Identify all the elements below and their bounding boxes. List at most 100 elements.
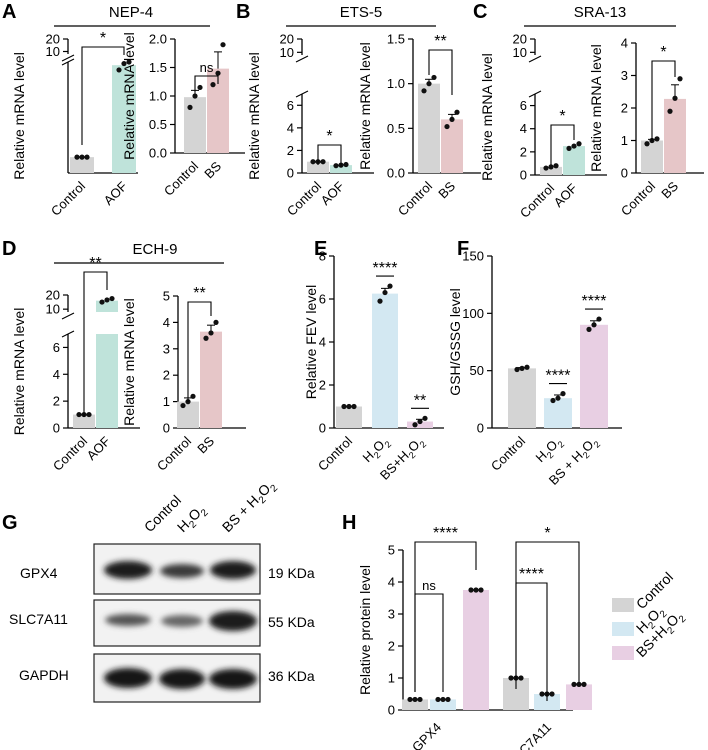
bar [540,166,562,175]
bar [508,368,536,428]
data-point [560,391,566,397]
bar [534,694,560,710]
significance-bracket: ns [194,60,219,92]
data-point [187,104,193,110]
band-gapdh-bs [209,669,257,689]
y-tick-label: 2 [287,143,294,158]
y-tick-label: 0 [287,166,294,181]
data-point [435,696,441,703]
significance-bracket: * [81,30,125,145]
data-point [76,411,82,418]
data-point [548,164,554,170]
protein-label-slc7a11: SLC7A11 [9,611,68,627]
data-point [550,397,556,404]
bar [112,65,136,173]
y-axis-label: Relative mRNA level [588,44,604,172]
data-point [445,696,451,703]
bar [641,140,663,173]
y-tick-label: 20 [46,288,60,303]
data-point [431,74,437,81]
y-axis-label: Relative mRNA level [357,42,373,170]
svg-text:**: ** [89,255,101,272]
data-point [519,365,525,371]
data-point [667,108,673,114]
y-tick-label: 1.0 [387,76,405,91]
bar [407,421,433,428]
y-tick-label: 3 [388,607,395,622]
bar [563,146,585,175]
bar [566,684,592,710]
y-axis-label: Relative mRNA level [11,308,27,436]
x-tick-label: BS [658,178,681,201]
panel-letter-b: B [236,1,250,23]
x-tick-label: SLC7A11 [505,720,554,750]
data-point [382,289,388,296]
bar [73,414,95,428]
panel-letter-c: C [473,1,487,23]
band-gpx4-bs [210,561,256,579]
y-tick-label: 2 [163,368,170,383]
y-axis-label: Relative FEV level [303,285,319,399]
data-point [351,403,357,410]
data-point [341,403,347,410]
data-point [426,81,432,87]
y-tick-label: 4 [53,367,60,382]
data-point [86,411,92,418]
legend-swatch [612,598,634,612]
data-point [571,143,577,149]
y-tick-label: 0 [388,703,395,718]
significance-bracket: * [550,108,575,165]
data-point [215,70,221,76]
y-tick-label: 10 [513,45,527,60]
y-tick-label: 4 [388,575,395,590]
bar [664,98,686,173]
significance-bracket: ** [428,33,453,95]
significance-label: **** [373,260,398,277]
legend [612,598,634,660]
data-point [473,587,479,593]
y-axis-label: Relative mRNA level [11,52,27,180]
data-point [417,696,423,703]
data-point [203,335,209,341]
x-tick-label: Control [488,433,528,473]
data-point [468,587,474,593]
panel-d-right: 0 1 2 3 4 5 ** [163,285,246,436]
data-point [543,165,549,171]
data-point [524,364,530,370]
y-tick-label: 150 [462,249,484,264]
data-point [518,675,524,681]
bar [70,157,94,173]
data-point [74,154,80,160]
band-gpx4-h2o2 [160,564,204,578]
y-tick-label: 0.5 [149,117,167,132]
axis-break [528,90,542,98]
panel-letter-a: A [2,1,16,23]
data-point [549,691,555,697]
protein-label-gpx4: GPX4 [20,565,58,581]
y-tick-label: 5 [163,289,170,304]
x-tick-label: BS [435,178,458,201]
bar [307,161,329,173]
y-tick-label: 10 [46,302,60,317]
y-tick-label: 0.0 [149,146,167,161]
bar [200,331,222,428]
y-tick-label: 20 [513,32,527,47]
significance-bracket: ns [414,578,444,692]
data-point [417,418,423,425]
axis-break [295,90,309,98]
bar-upper [96,300,118,312]
data-point [421,88,427,94]
svg-text:****: **** [519,566,544,583]
y-tick-label: 1.5 [387,32,405,47]
band-slc7a11-bs [209,611,257,631]
y-axis-label: GSH/GSSG level [447,288,463,395]
band-gapdh-h2o2 [159,669,205,689]
data-point [343,161,349,168]
bar [463,590,489,710]
data-point [121,60,127,67]
data-point [320,159,326,165]
data-point [412,422,418,428]
y-tick-label: 50 [470,363,484,378]
